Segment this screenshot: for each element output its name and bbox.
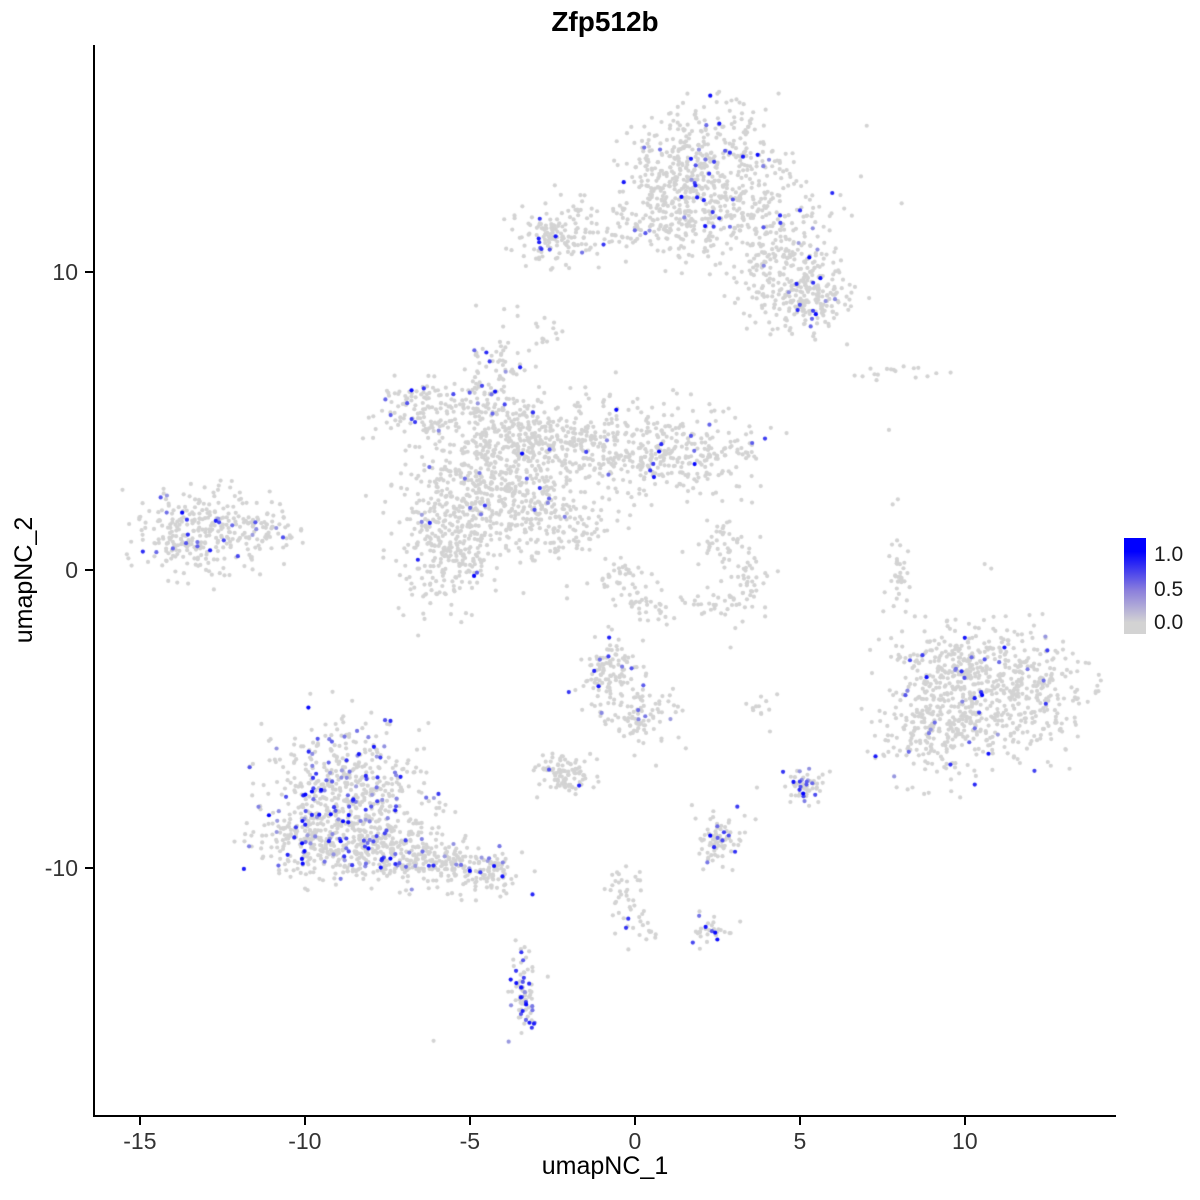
x-tick-mark [963,1117,966,1125]
x-tick-mark [303,1117,306,1125]
x-tick-mark [138,1117,141,1125]
legend-colorbar [1124,538,1146,634]
x-tick-label: -10 [288,1128,322,1154]
y-tick-mark [85,569,93,572]
legend-label-mid: 0.5 [1154,578,1184,601]
x-tick-label: -5 [459,1128,481,1154]
legend-label-high: 1.0 [1154,543,1184,566]
y-tick-mark [85,271,93,274]
legend: 1.0 0.5 0.0 [1124,538,1200,648]
y-tick-label: 0 [65,557,78,584]
x-tick-mark [798,1117,801,1125]
legend-label-low: 0.0 [1154,611,1184,634]
y-tick-mark [85,866,93,869]
x-tick-label: -15 [123,1128,157,1154]
y-tick-label: 10 [52,259,78,286]
x-tick-mark [633,1117,636,1125]
y-axis-title: umapNC_2 [10,516,38,644]
x-axis-line [93,1115,1116,1117]
y-axis-line [93,45,95,1117]
y-tick-label: -10 [44,854,78,881]
x-tick-label: 10 [952,1128,978,1154]
x-tick-mark [468,1117,471,1125]
x-tick-label: 5 [793,1128,807,1154]
plot-title: Zfp512b [551,6,659,37]
x-axis-title: umapNC_1 [541,1152,669,1180]
x-tick-label: 0 [628,1128,642,1154]
